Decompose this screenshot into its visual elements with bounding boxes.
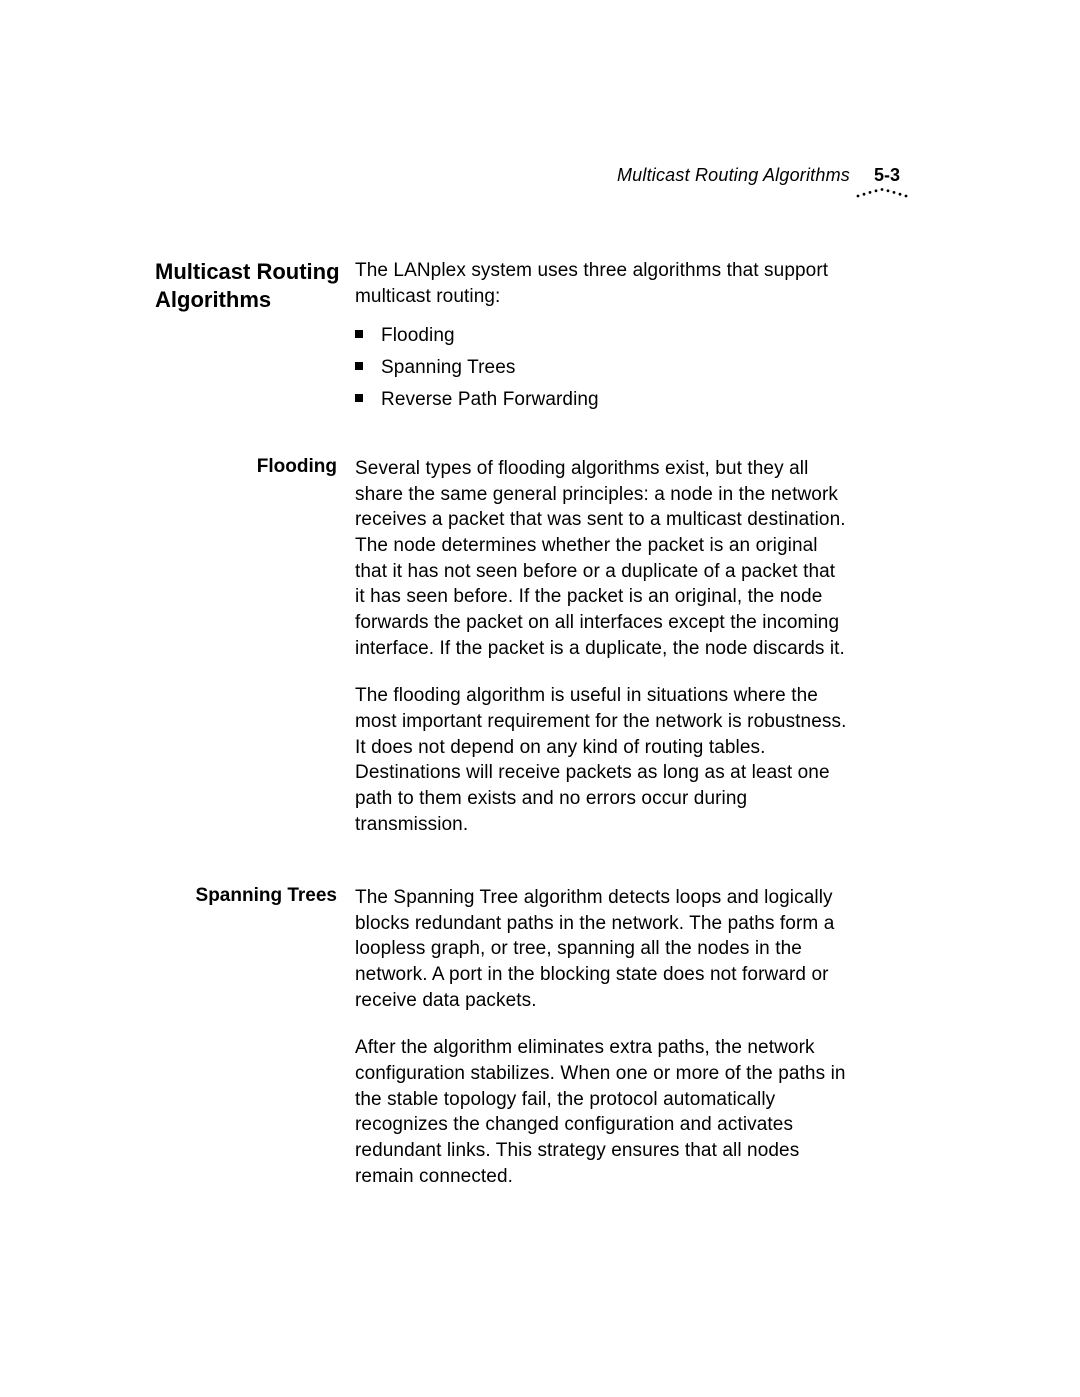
page: Multicast Routing Algorithms 5-3 Multica… [0, 0, 1080, 1397]
flooding-row: Flooding Several types of flooding algor… [155, 456, 848, 859]
list-item: Reverse Path Forwarding [355, 387, 848, 413]
list-item: Spanning Trees [355, 355, 848, 381]
algorithm-list: Flooding Spanning Trees Reverse Path For… [355, 323, 848, 412]
content-area: Multicast Routing Algorithms The LANplex… [155, 258, 848, 1217]
spanning-label-cell: Spanning Trees [155, 885, 355, 907]
spanning-label: Spanning Trees [196, 885, 337, 906]
section-body: The LANplex system uses three algorithms… [355, 258, 848, 418]
flooding-paragraph-2: The flooding algorithm is useful in situ… [355, 683, 848, 837]
spanning-body: The Spanning Tree algorithm detects loop… [355, 885, 848, 1211]
header-dots-icon [854, 186, 910, 200]
list-item: Flooding [355, 323, 848, 349]
section-row: Multicast Routing Algorithms The LANplex… [155, 258, 848, 418]
page-number: 5-3 [874, 165, 900, 186]
spanning-row: Spanning Trees The Spanning Tree algorit… [155, 885, 848, 1211]
flooding-paragraph-1: Several types of flooding algorithms exi… [355, 456, 848, 661]
section-title: Multicast Routing Algorithms [155, 258, 347, 313]
running-header-title: Multicast Routing Algorithms [617, 165, 850, 186]
spacer [155, 424, 848, 456]
section-title-cell: Multicast Routing Algorithms [155, 258, 355, 313]
flooding-label-cell: Flooding [155, 456, 355, 478]
spacer [155, 865, 848, 885]
spanning-paragraph-1: The Spanning Tree algorithm detects loop… [355, 885, 848, 1013]
flooding-body: Several types of flooding algorithms exi… [355, 456, 848, 859]
section-intro: The LANplex system uses three algorithms… [355, 258, 848, 309]
spanning-paragraph-2: After the algorithm eliminates extra pat… [355, 1035, 848, 1189]
flooding-label: Flooding [257, 456, 337, 477]
